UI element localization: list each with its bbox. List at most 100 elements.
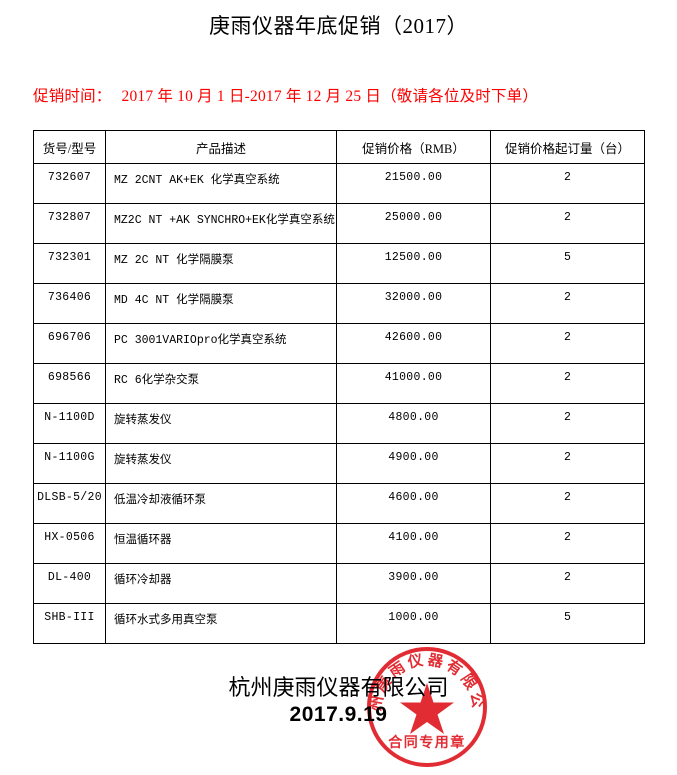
cell-price: 1000.00 bbox=[336, 603, 491, 644]
column-header-code: 货号/型号 bbox=[33, 130, 106, 164]
cell-moq: 2 bbox=[490, 523, 645, 564]
cell-code-text: HX-0506 bbox=[44, 531, 95, 544]
cell-description-text: 旋转蒸发仪 bbox=[114, 454, 172, 467]
table-row: 732807 MZ2C NT +AK SYNCHRO+EK化学真空系统 2500… bbox=[33, 203, 645, 244]
cell-code: DL-400 bbox=[33, 563, 106, 604]
cell-description: MZ 2CNT AK+EK 化学真空系统 bbox=[105, 163, 337, 204]
cell-moq: 2 bbox=[490, 403, 645, 444]
cell-code: 698566 bbox=[33, 363, 106, 404]
promotion-period-line: 促销时间： 2017 年 10 月 1 日-2017 年 12 月 25 日（敬请… bbox=[33, 84, 538, 106]
cell-description: MZ 2C NT 化学隔膜泵 bbox=[105, 243, 337, 284]
column-header-description-label: 产品描述 bbox=[195, 142, 246, 156]
cell-code: 736406 bbox=[33, 283, 106, 324]
table-row: 736406 MD 4C NT 化学隔膜泵 32000.00 2 bbox=[33, 283, 645, 324]
cell-price: 41000.00 bbox=[336, 363, 491, 404]
cell-price-text: 4600.00 bbox=[388, 491, 439, 504]
cell-price-text: 32000.00 bbox=[384, 291, 443, 304]
cell-description-text: PC 3001VARIOpro化学真空系统 bbox=[114, 334, 287, 347]
cell-moq-text: 5 bbox=[564, 611, 571, 624]
cell-code-text: 736406 bbox=[47, 291, 92, 304]
cell-code-text: 698566 bbox=[47, 371, 92, 384]
cell-code: HX-0506 bbox=[33, 523, 106, 564]
column-header-moq: 促销价格起订量（台） bbox=[490, 130, 645, 164]
table-row: N-1100D 旋转蒸发仪 4800.00 2 bbox=[33, 403, 645, 444]
cell-moq: 2 bbox=[490, 443, 645, 484]
company-seal-stamp: 杭州庚雨仪器有限公司 合同专用章 bbox=[365, 645, 489, 769]
promotion-price-table: 货号/型号 产品描述 促销价格（RMB） 促销价格起订量（台） 732607 M… bbox=[33, 130, 645, 644]
cell-moq-text: 2 bbox=[564, 291, 571, 304]
cell-code-text: 696706 bbox=[47, 331, 92, 344]
cell-moq: 2 bbox=[490, 283, 645, 324]
cell-moq-text: 5 bbox=[564, 251, 571, 264]
column-header-code-label: 货号/型号 bbox=[42, 142, 97, 156]
cell-moq: 2 bbox=[490, 483, 645, 524]
star-icon bbox=[400, 683, 454, 734]
cell-price-text: 12500.00 bbox=[384, 251, 443, 264]
cell-code: 732807 bbox=[33, 203, 106, 244]
cell-code-text: N-1100D bbox=[44, 411, 95, 424]
table-row: 732301 MZ 2C NT 化学隔膜泵 12500.00 5 bbox=[33, 243, 645, 284]
cell-code-text: DL-400 bbox=[47, 571, 92, 584]
table-body: 732607 MZ 2CNT AK+EK 化学真空系统 21500.00 2 7… bbox=[33, 163, 645, 644]
company-name: 杭州庚雨仪器有限公司 bbox=[228, 675, 449, 700]
promotion-period-label: 促销时间： bbox=[33, 88, 112, 105]
cell-description: MD 4C NT 化学隔膜泵 bbox=[105, 283, 337, 324]
cell-price-text: 3900.00 bbox=[388, 571, 439, 584]
cell-moq-text: 2 bbox=[564, 531, 571, 544]
cell-description-text: MZ 2CNT AK+EK 化学真空系统 bbox=[114, 174, 280, 187]
cell-price-text: 41000.00 bbox=[384, 371, 443, 384]
cell-moq-text: 2 bbox=[564, 331, 571, 344]
cell-code-text: 732607 bbox=[47, 171, 92, 184]
cell-description-text: MZ2C NT +AK SYNCHRO+EK化学真空系统 bbox=[114, 214, 335, 227]
cell-moq-text: 2 bbox=[564, 571, 571, 584]
cell-code-text: 732301 bbox=[47, 251, 92, 264]
table-row: 732607 MZ 2CNT AK+EK 化学真空系统 21500.00 2 bbox=[33, 163, 645, 204]
cell-moq: 2 bbox=[490, 363, 645, 404]
table-row: HX-0506 恒温循环器 4100.00 2 bbox=[33, 523, 645, 564]
cell-price-text: 42600.00 bbox=[384, 331, 443, 344]
cell-moq: 2 bbox=[490, 563, 645, 604]
cell-price: 21500.00 bbox=[336, 163, 491, 204]
cell-description: 循环水式多用真空泵 bbox=[105, 603, 337, 644]
cell-moq: 2 bbox=[490, 163, 645, 204]
cell-code-text: 732807 bbox=[47, 211, 92, 224]
cell-price-text: 4900.00 bbox=[388, 451, 439, 464]
column-header-description: 产品描述 bbox=[105, 130, 337, 164]
cell-description-text: 循环冷却器 bbox=[114, 574, 172, 587]
cell-description: MZ2C NT +AK SYNCHRO+EK化学真空系统 bbox=[105, 203, 337, 244]
table-row: 696706 PC 3001VARIOpro化学真空系统 42600.00 2 bbox=[33, 323, 645, 364]
cell-price: 25000.00 bbox=[336, 203, 491, 244]
cell-price-text: 21500.00 bbox=[384, 171, 443, 184]
cell-description: 低温冷却液循环泵 bbox=[105, 483, 337, 524]
table-row: SHB-III 循环水式多用真空泵 1000.00 5 bbox=[33, 603, 645, 644]
cell-description: PC 3001VARIOpro化学真空系统 bbox=[105, 323, 337, 364]
cell-code: 696706 bbox=[33, 323, 106, 364]
cell-price-text: 4100.00 bbox=[388, 531, 439, 544]
cell-code-text: N-1100G bbox=[44, 451, 95, 464]
cell-moq-text: 2 bbox=[564, 211, 571, 224]
cell-description-text: 循环水式多用真空泵 bbox=[114, 614, 218, 627]
table-header-row: 货号/型号 产品描述 促销价格（RMB） 促销价格起订量（台） bbox=[33, 130, 645, 164]
cell-price: 42600.00 bbox=[336, 323, 491, 364]
cell-description: RC 6化学杂交泵 bbox=[105, 363, 337, 404]
cell-moq: 5 bbox=[490, 243, 645, 284]
cell-code: 732607 bbox=[33, 163, 106, 204]
cell-price-text: 25000.00 bbox=[384, 211, 443, 224]
cell-description-text: RC 6化学杂交泵 bbox=[114, 374, 200, 387]
page-title: 庚雨仪器年底促销（2017） bbox=[209, 14, 468, 38]
cell-code: N-1100D bbox=[33, 403, 106, 444]
cell-code-text: DLSB-5/20 bbox=[37, 491, 102, 504]
cell-moq-text: 2 bbox=[564, 371, 571, 384]
table-row: N-1100G 旋转蒸发仪 4900.00 2 bbox=[33, 443, 645, 484]
cell-moq-text: 2 bbox=[564, 171, 571, 184]
cell-code: SHB-III bbox=[33, 603, 106, 644]
cell-moq: 5 bbox=[490, 603, 645, 644]
cell-price: 32000.00 bbox=[336, 283, 491, 324]
column-header-price: 促销价格（RMB） bbox=[336, 130, 491, 164]
table-row: 698566 RC 6化学杂交泵 41000.00 2 bbox=[33, 363, 645, 404]
column-header-price-label: 促销价格（RMB） bbox=[362, 142, 465, 156]
cell-moq: 2 bbox=[490, 323, 645, 364]
cell-description-text: MZ 2C NT 化学隔膜泵 bbox=[114, 254, 234, 267]
cell-price-text: 4800.00 bbox=[388, 411, 439, 424]
